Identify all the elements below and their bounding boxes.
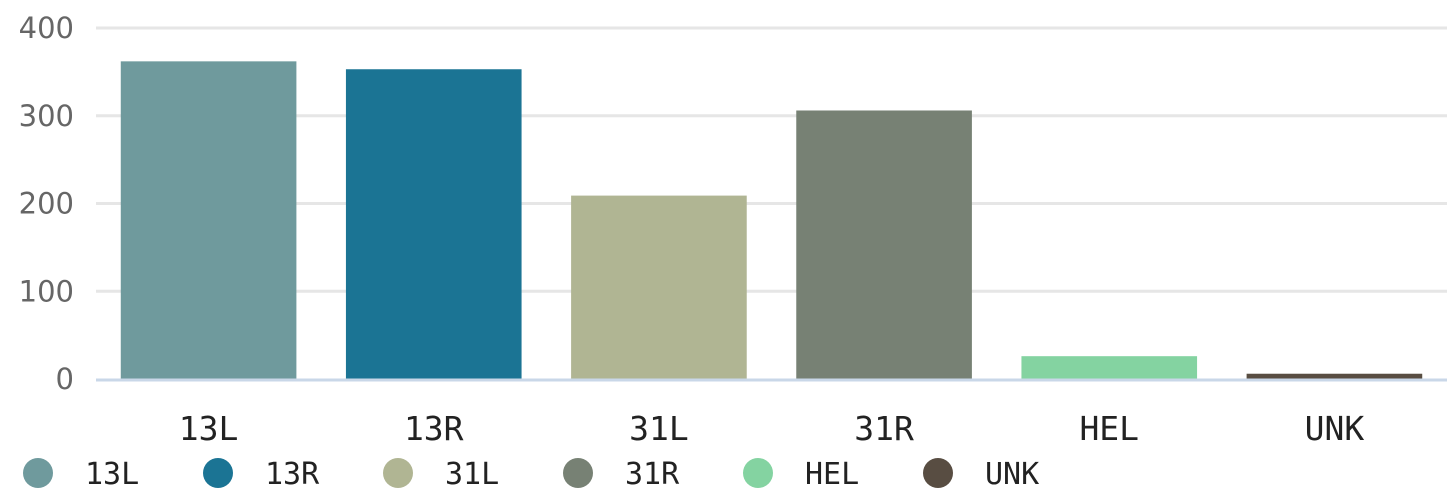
y-tick-label: 400 — [19, 11, 74, 45]
x-tick-label: 13L — [179, 409, 239, 448]
legend-label: 31R — [625, 457, 680, 492]
legend-swatch — [203, 458, 233, 488]
x-axis-labels: 13L 13R 31L 31R HEL UNK — [179, 409, 1365, 448]
x-tick-label: 13R — [404, 409, 464, 448]
bars — [120, 61, 1423, 380]
legend-label: 13R — [265, 457, 320, 492]
legend-swatch — [23, 458, 53, 488]
y-tick-label: 100 — [19, 274, 74, 308]
legend-swatch — [743, 458, 773, 488]
x-tick-label: 31L — [629, 409, 689, 448]
legend-item-hel[interactable]: HEL — [743, 457, 859, 492]
legend-swatch — [923, 458, 953, 488]
legend-label: 13L — [85, 457, 139, 492]
x-tick-label: 31R — [854, 409, 914, 448]
x-tick-label: HEL — [1079, 409, 1139, 448]
bar-unk[interactable] — [1246, 373, 1423, 379]
legend-item-31l[interactable]: 31L — [383, 457, 499, 492]
legend-swatch — [563, 458, 593, 488]
legend-item-31r[interactable]: 31R — [563, 457, 680, 492]
x-tick-label: UNK — [1305, 409, 1365, 448]
bar-31r[interactable] — [796, 110, 972, 380]
legend-item-13r[interactable]: 13R — [203, 457, 320, 492]
bar-31l[interactable] — [571, 195, 747, 379]
legend-item-13l[interactable]: 13L — [23, 457, 139, 492]
legend-label: 31L — [445, 457, 499, 492]
bar-hel[interactable] — [1021, 356, 1198, 379]
gridlines — [96, 26, 1447, 293]
legend: 13L 13R 31L 31R HEL UNK — [23, 457, 1039, 492]
legend-label: HEL — [805, 457, 859, 492]
legend-item-unk[interactable]: UNK — [923, 457, 1039, 492]
bar-13l[interactable] — [120, 61, 297, 379]
y-tick-label: 300 — [19, 99, 74, 133]
legend-swatch — [383, 458, 413, 488]
legend-label: UNK — [985, 457, 1039, 492]
y-tick-label: 200 — [19, 187, 74, 221]
y-tick-label: 0 — [56, 362, 74, 396]
bar-13r[interactable] — [345, 69, 522, 380]
y-axis-ticks: 0 100 200 300 400 — [19, 11, 74, 396]
